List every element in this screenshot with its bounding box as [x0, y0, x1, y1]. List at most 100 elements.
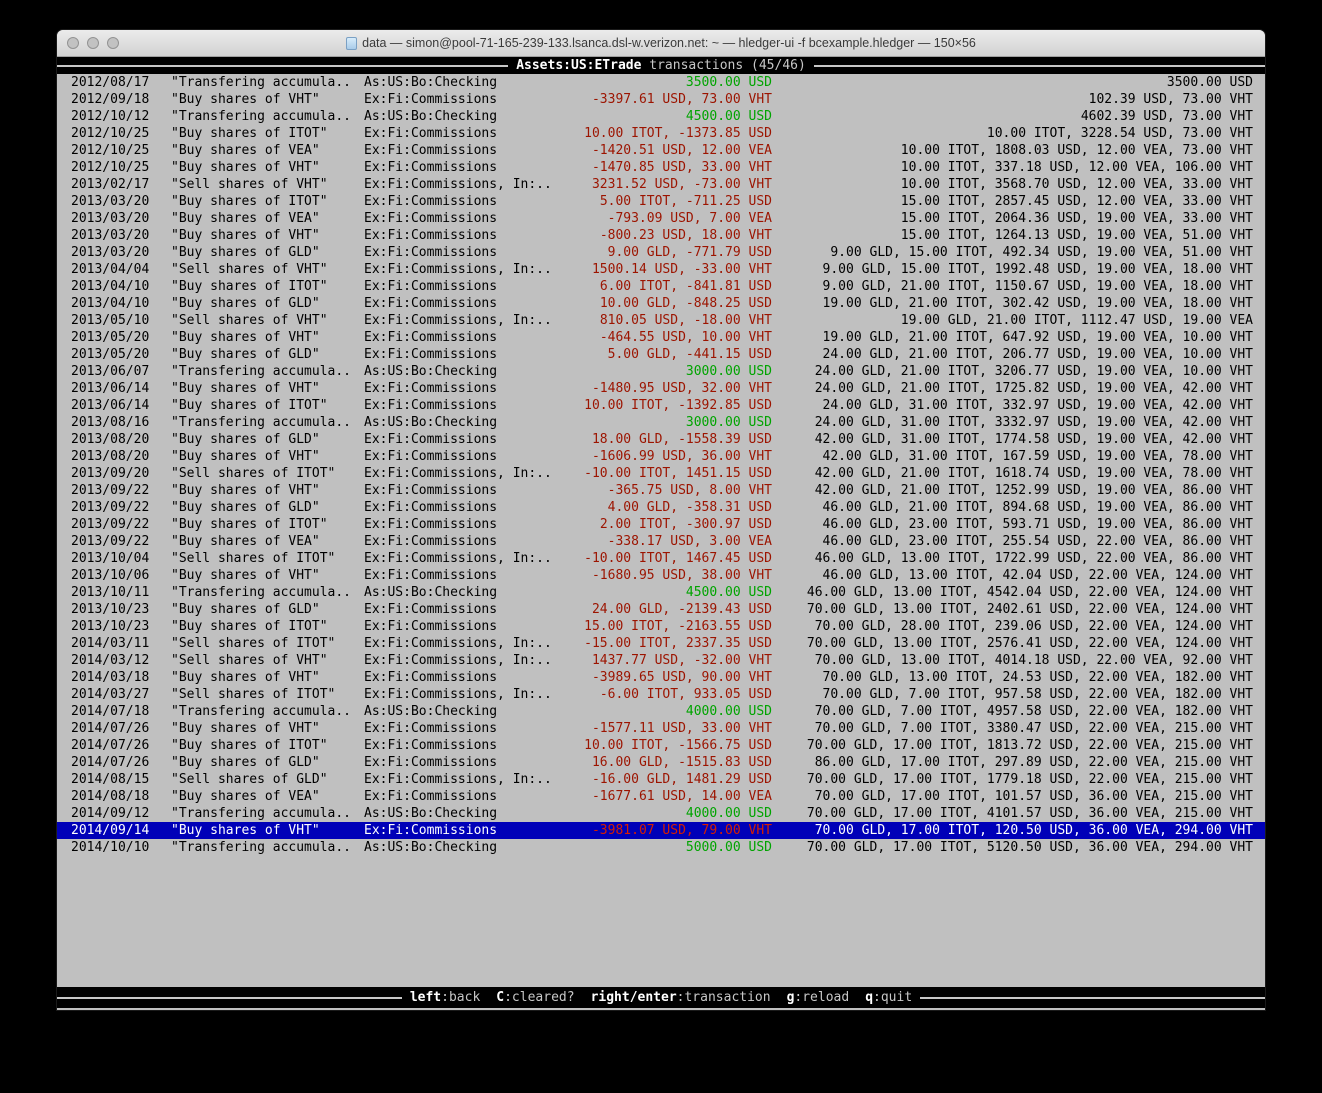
- transaction-description: "Buy shares of VHT": [171, 228, 320, 243]
- transaction-row[interactable]: 2013/09/22 "Buy shares of GLD" Ex:Fi:Commi…: [57, 499, 1265, 516]
- transaction-date: 2014/08/15: [71, 772, 150, 787]
- transaction-row[interactable]: 2012/08/17 "Transfering accumula.. As:US:B…: [57, 74, 1265, 91]
- transaction-row[interactable]: 2013/08/20 "Buy shares of VHT" Ex:Fi:Commi…: [57, 448, 1265, 465]
- transaction-description: "Buy shares of GLD": [171, 296, 320, 311]
- running-balance: 42.00 GLD, 31.00 ITOT, 167.59 USD, 19.00…: [822, 449, 1253, 464]
- transaction-account: Ex:Fi:Commissions: [364, 347, 498, 362]
- transaction-amount: 4000.00 USD: [685, 806, 772, 821]
- transaction-row[interactable]: 2013/05/20 "Buy shares of GLD" Ex:Fi:Commi…: [57, 346, 1265, 363]
- transaction-account: Ex:Fi:Commissions: [364, 245, 498, 260]
- transaction-date: 2013/04/10: [71, 296, 150, 311]
- transaction-row[interactable]: 2014/03/18 "Buy shares of VHT" Ex:Fi:Commi…: [57, 669, 1265, 686]
- transaction-amount: 1437.77 USD, -32.00 VHT: [591, 653, 772, 668]
- transaction-row[interactable]: 2013/10/04 "Sell shares of ITOT" Ex:Fi:Com…: [57, 550, 1265, 567]
- transaction-account: Ex:Fi:Commissions, In:..: [364, 466, 552, 481]
- transaction-row[interactable]: 2014/10/10 "Transfering accumula.. As:US:B…: [57, 839, 1265, 856]
- transaction-row[interactable]: 2013/10/23 "Buy shares of GLD" Ex:Fi:Commi…: [57, 601, 1265, 618]
- zoom-button[interactable]: [107, 37, 119, 49]
- transaction-date: 2013/05/20: [71, 330, 150, 345]
- transaction-date: 2012/10/12: [71, 109, 150, 124]
- transaction-row[interactable]: 2012/10/12 "Transfering accumula.. As:US:B…: [57, 108, 1265, 125]
- running-balance: 70.00 GLD, 13.00 ITOT, 24.53 USD, 22.00 …: [822, 670, 1253, 685]
- header-rule-right: [813, 64, 1266, 67]
- title-bar[interactable]: data — simon@pool-71-165-239-133.lsanca.…: [57, 30, 1265, 57]
- transaction-row[interactable]: 2013/08/16 "Transfering accumula.. As:US:B…: [57, 414, 1265, 431]
- transaction-date: 2014/09/14: [71, 823, 150, 838]
- transaction-row[interactable]: 2013/04/10 "Buy shares of ITOT" Ex:Fi:Comm…: [57, 278, 1265, 295]
- transaction-row[interactable]: 2013/09/22 "Buy shares of VHT" Ex:Fi:Commi…: [57, 482, 1265, 499]
- transaction-amount: -1677.61 USD, 14.00 VEA: [591, 789, 772, 804]
- transaction-row[interactable]: 2013/05/20 "Buy shares of VHT" Ex:Fi:Commi…: [57, 329, 1265, 346]
- minimize-button[interactable]: [87, 37, 99, 49]
- transaction-account: Ex:Fi:Commissions: [364, 568, 498, 583]
- transaction-row[interactable]: 2014/07/26 "Buy shares of GLD" Ex:Fi:Commi…: [57, 754, 1265, 771]
- transaction-row[interactable]: 2014/09/12 "Transfering accumula.. As:US:B…: [57, 805, 1265, 822]
- transaction-account: Ex:Fi:Commissions: [364, 449, 498, 464]
- transaction-row[interactable]: 2012/10/25 "Buy shares of VHT" Ex:Fi:Commi…: [57, 159, 1265, 176]
- running-balance: 70.00 GLD, 17.00 ITOT, 120.50 USD, 36.00…: [814, 823, 1253, 838]
- transaction-row[interactable]: 2014/07/26 "Buy shares of ITOT" Ex:Fi:Comm…: [57, 737, 1265, 754]
- running-balance: 42.00 GLD, 21.00 ITOT, 1618.74 USD, 19.0…: [814, 466, 1253, 481]
- transaction-account: Ex:Fi:Commissions: [364, 381, 498, 396]
- transaction-row[interactable]: 2014/07/18 "Transfering accumula.. As:US:B…: [57, 703, 1265, 720]
- transaction-row[interactable]: 2013/08/20 "Buy shares of GLD" Ex:Fi:Commi…: [57, 431, 1265, 448]
- window-title: data — simon@pool-71-165-239-133.lsanca.…: [362, 36, 976, 50]
- transaction-amount: -1420.51 USD, 12.00 VEA: [591, 143, 772, 158]
- transaction-row[interactable]: 2013/06/07 "Transfering accumula.. As:US:B…: [57, 363, 1265, 380]
- transaction-amount: 16.00 GLD, -1515.83 USD: [591, 755, 772, 770]
- transaction-date: 2013/09/20: [71, 466, 150, 481]
- transaction-amount: -3989.65 USD, 90.00 VHT: [591, 670, 772, 685]
- transaction-date: 2013/02/17: [71, 177, 150, 192]
- transaction-amount: 3000.00 USD: [685, 415, 772, 430]
- transaction-row[interactable]: 2014/03/27 "Sell shares of ITOT" Ex:Fi:Com…: [57, 686, 1265, 703]
- transaction-row[interactable]: 2013/03/20 "Buy shares of VHT" Ex:Fi:Commi…: [57, 227, 1265, 244]
- transaction-row[interactable]: 2014/09/14 "Buy shares of VHT" Ex:Fi:Commi…: [57, 822, 1265, 839]
- transaction-row[interactable]: 2013/04/10 "Buy shares of GLD" Ex:Fi:Commi…: [57, 295, 1265, 312]
- transaction-description: "Buy shares of GLD": [171, 500, 320, 515]
- transaction-description: "Sell shares of VHT": [171, 653, 328, 668]
- transaction-account: Ex:Fi:Commissions: [364, 500, 498, 515]
- running-balance: 9.00 GLD, 15.00 ITOT, 492.34 USD, 19.00 …: [830, 245, 1253, 260]
- transaction-description: "Buy shares of ITOT": [171, 126, 328, 141]
- transaction-description: "Buy shares of VHT": [171, 721, 320, 736]
- transaction-description: "Sell shares of GLD": [171, 772, 328, 787]
- transaction-account: Ex:Fi:Commissions: [364, 228, 498, 243]
- transaction-row[interactable]: 2014/03/12 "Sell shares of VHT" Ex:Fi:Comm…: [57, 652, 1265, 669]
- transaction-row[interactable]: 2013/10/06 "Buy shares of VHT" Ex:Fi:Commi…: [57, 567, 1265, 584]
- transaction-row[interactable]: 2014/08/18 "Buy shares of VEA" Ex:Fi:Commi…: [57, 788, 1265, 805]
- transaction-row[interactable]: 2014/07/26 "Buy shares of VHT" Ex:Fi:Commi…: [57, 720, 1265, 737]
- transaction-row[interactable]: 2013/09/22 "Buy shares of VEA" Ex:Fi:Commi…: [57, 533, 1265, 550]
- transaction-row[interactable]: 2014/03/11 "Sell shares of ITOT" Ex:Fi:Com…: [57, 635, 1265, 652]
- transaction-row[interactable]: 2012/10/25 "Buy shares of VEA" Ex:Fi:Commi…: [57, 142, 1265, 159]
- transaction-row[interactable]: 2012/09/18 "Buy shares of VHT" Ex:Fi:Commi…: [57, 91, 1265, 108]
- transaction-row[interactable]: 2013/09/22 "Buy shares of ITOT" Ex:Fi:Comm…: [57, 516, 1265, 533]
- document-icon: [346, 36, 358, 50]
- transaction-row[interactable]: 2013/10/23 "Buy shares of ITOT" Ex:Fi:Comm…: [57, 618, 1265, 635]
- transaction-row[interactable]: 2013/03/20 "Buy shares of VEA" Ex:Fi:Commi…: [57, 210, 1265, 227]
- transaction-row[interactable]: 2014/08/15 "Sell shares of GLD" Ex:Fi:Comm…: [57, 771, 1265, 788]
- transaction-description: "Sell shares of ITOT": [171, 687, 336, 702]
- transaction-row[interactable]: 2013/02/17 "Sell shares of VHT" Ex:Fi:Comm…: [57, 176, 1265, 193]
- key-hint-label: :back: [441, 990, 481, 1005]
- transaction-description: "Buy shares of VEA": [171, 534, 320, 549]
- transaction-description: "Buy shares of VHT": [171, 670, 320, 685]
- running-balance: 15.00 ITOT, 2857.45 USD, 12.00 VEA, 33.0…: [900, 194, 1253, 209]
- transaction-date: 2014/03/11: [71, 636, 150, 651]
- running-balance: 70.00 GLD, 13.00 ITOT, 2576.41 USD, 22.0…: [806, 636, 1253, 651]
- transaction-row[interactable]: 2013/04/04 "Sell shares of VHT" Ex:Fi:Comm…: [57, 261, 1265, 278]
- transaction-row[interactable]: 2012/10/25 "Buy shares of ITOT" Ex:Fi:Comm…: [57, 125, 1265, 142]
- transaction-row[interactable]: 2013/03/20 "Buy shares of ITOT" Ex:Fi:Comm…: [57, 193, 1265, 210]
- transaction-row[interactable]: 2013/06/14 "Buy shares of ITOT" Ex:Fi:Comm…: [57, 397, 1265, 414]
- transaction-account: Ex:Fi:Commissions: [364, 194, 498, 209]
- transaction-row[interactable]: 2013/03/20 "Buy shares of GLD" Ex:Fi:Commi…: [57, 244, 1265, 261]
- transaction-account: Ex:Fi:Commissions: [364, 670, 498, 685]
- transaction-date: 2014/07/26: [71, 755, 150, 770]
- transaction-row[interactable]: 2013/10/11 "Transfering accumula.. As:US:B…: [57, 584, 1265, 601]
- transaction-row[interactable]: 2013/06/14 "Buy shares of VHT" Ex:Fi:Commi…: [57, 380, 1265, 397]
- transaction-date: 2013/10/23: [71, 619, 150, 634]
- transaction-row[interactable]: 2013/05/10 "Sell shares of VHT" Ex:Fi:Comm…: [57, 312, 1265, 329]
- running-balance: 46.00 GLD, 13.00 ITOT, 42.04 USD, 22.00 …: [822, 568, 1253, 583]
- close-button[interactable]: [67, 37, 79, 49]
- key-hint-key: g: [786, 990, 795, 1005]
- transaction-row[interactable]: 2013/09/20 "Sell shares of ITOT" Ex:Fi:Com…: [57, 465, 1265, 482]
